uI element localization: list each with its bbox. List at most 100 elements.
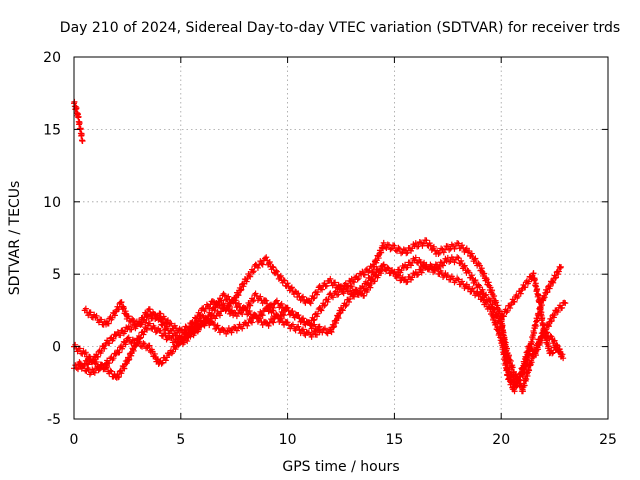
data-point: [551, 312, 558, 319]
data-point: [146, 320, 153, 327]
data-point: [416, 238, 423, 245]
data-point: [249, 269, 256, 276]
data-point: [221, 327, 228, 334]
data-point: [95, 367, 102, 374]
data-point: [270, 304, 277, 311]
data-point: [300, 326, 307, 333]
data-point: [555, 271, 562, 278]
data-point: [396, 272, 403, 279]
data-point: [258, 311, 265, 318]
data-point: [124, 313, 131, 320]
data-point: [541, 328, 548, 335]
data-point: [273, 268, 280, 275]
data-point: [478, 265, 485, 272]
data-point: [73, 364, 80, 371]
data-point: [116, 349, 123, 356]
data-point: [240, 283, 247, 290]
data-point: [235, 300, 242, 307]
data-point: [483, 298, 490, 305]
data-point: [199, 312, 206, 319]
data-point: [105, 320, 112, 327]
data-point: [391, 242, 398, 249]
data-point: [355, 289, 362, 296]
data-point: [276, 274, 283, 281]
data-point: [355, 275, 362, 282]
x-tick-label: 5: [176, 432, 185, 448]
data-point: [447, 276, 454, 283]
data-point: [413, 272, 420, 279]
data-point: [192, 327, 199, 334]
data-point: [265, 260, 272, 267]
data-point: [547, 283, 554, 290]
data-point: [152, 329, 159, 336]
data-point: [195, 326, 202, 333]
data-point: [404, 264, 411, 271]
data-point: [321, 302, 328, 309]
data-point: [128, 326, 135, 333]
data-point: [384, 264, 391, 271]
data-point: [257, 315, 264, 322]
data-point: [391, 268, 398, 275]
data-point: [468, 272, 475, 279]
data-point: [239, 325, 246, 332]
data-point: [384, 241, 391, 248]
data-point: [545, 321, 552, 328]
data-point: [552, 275, 559, 282]
data-point: [76, 120, 83, 127]
data-point: [154, 312, 161, 319]
data-point: [548, 317, 555, 324]
data-point: [536, 299, 543, 306]
data-point: [311, 294, 318, 301]
data-point: [347, 283, 354, 290]
data-point: [305, 319, 312, 326]
data-point: [367, 284, 374, 291]
data-point: [535, 346, 542, 353]
data-point: [491, 292, 498, 299]
x-tick-label: 10: [279, 432, 297, 448]
data-point: [130, 317, 137, 324]
data-point: [428, 246, 435, 253]
data-point: [415, 271, 422, 278]
data-point: [247, 302, 254, 309]
data-point: [440, 262, 447, 269]
data-point: [204, 317, 211, 324]
data-point: [530, 270, 537, 277]
data-point: [531, 276, 538, 283]
data-point: [111, 370, 118, 377]
data-point: [263, 297, 270, 304]
data-point: [114, 328, 121, 335]
data-point: [332, 279, 339, 286]
data-point: [521, 382, 528, 389]
data-point: [339, 288, 346, 295]
y-tick-label: 20: [43, 50, 61, 66]
data-point: [483, 274, 490, 281]
data-point: [551, 337, 558, 344]
data-point: [233, 313, 240, 320]
data-point: [277, 272, 284, 279]
y-tick-label: 15: [43, 122, 61, 138]
data-point: [540, 321, 547, 328]
data-point: [208, 312, 215, 319]
data-point: [157, 327, 164, 334]
data-point: [531, 330, 538, 337]
data-point: [238, 286, 245, 293]
data-point: [316, 323, 323, 330]
data-point: [314, 288, 321, 295]
data-point: [285, 322, 292, 329]
data-point: [237, 287, 244, 294]
data-point: [125, 323, 132, 330]
data-point: [339, 307, 346, 314]
data-point: [349, 278, 356, 285]
data-point: [336, 310, 343, 317]
data-point: [544, 288, 551, 295]
data-point: [110, 335, 117, 342]
data-point: [321, 325, 328, 332]
series-track-5: [75, 261, 565, 395]
data-point: [162, 326, 169, 333]
data-point: [136, 321, 143, 328]
data-point: [343, 301, 350, 308]
data-point: [548, 333, 555, 340]
data-point: [168, 328, 175, 335]
data-point: [451, 259, 458, 266]
